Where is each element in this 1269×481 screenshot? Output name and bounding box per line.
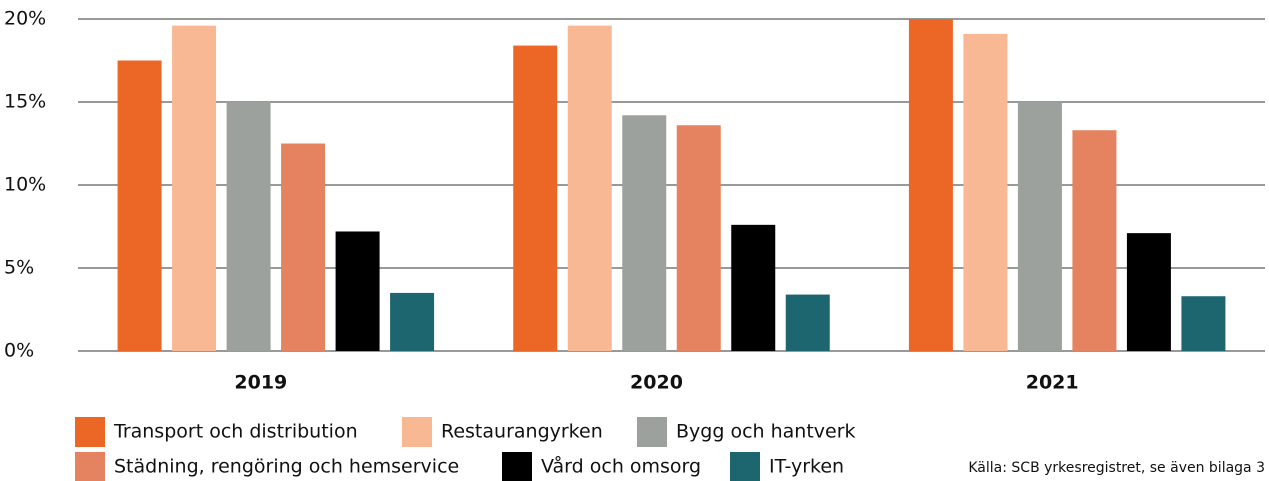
x-tick-label: 2019 — [234, 372, 287, 394]
bar — [1017, 102, 1062, 351]
bar — [785, 294, 830, 351]
legend-swatch — [75, 417, 105, 447]
bar — [513, 45, 558, 352]
legend-swatch — [502, 452, 532, 481]
bar — [172, 25, 217, 351]
bar — [1181, 296, 1226, 351]
legend-label: Vård och omsorg — [541, 455, 701, 478]
bar — [908, 19, 953, 351]
legend-swatch — [75, 452, 105, 481]
bar — [117, 60, 162, 351]
bar — [622, 115, 667, 351]
y-tick-label: 20% — [4, 8, 46, 30]
bar — [1126, 233, 1171, 351]
legend-label: Restaurangyrken — [441, 421, 603, 443]
y-tick-label: 15% — [4, 91, 46, 113]
x-tick-label: 2021 — [1026, 372, 1079, 394]
bar — [1072, 130, 1117, 351]
legend-label: Transport och distribution — [113, 421, 358, 443]
bar — [567, 25, 612, 351]
legend-swatch — [402, 417, 432, 447]
legend-label: IT-yrken — [769, 456, 844, 478]
x-tick-label: 2020 — [630, 372, 683, 394]
source: Källa: SCB yrkesregistret, se även bilag… — [968, 460, 1265, 476]
legend-swatch — [637, 417, 667, 447]
legend-label: Bygg och hantverk — [676, 421, 856, 443]
bar — [731, 224, 776, 351]
bar — [281, 143, 326, 351]
bar — [963, 33, 1008, 351]
y-tick-label: 10% — [4, 174, 46, 196]
legend-label: Städning, rengöring och hemservice — [114, 456, 459, 478]
bar — [335, 231, 380, 351]
legend-swatch — [730, 452, 760, 481]
y-tick-label: 5% — [4, 257, 34, 279]
y-tick-label: 0% — [4, 340, 34, 362]
bar — [676, 125, 721, 352]
bar — [390, 292, 435, 351]
bar — [226, 102, 271, 351]
